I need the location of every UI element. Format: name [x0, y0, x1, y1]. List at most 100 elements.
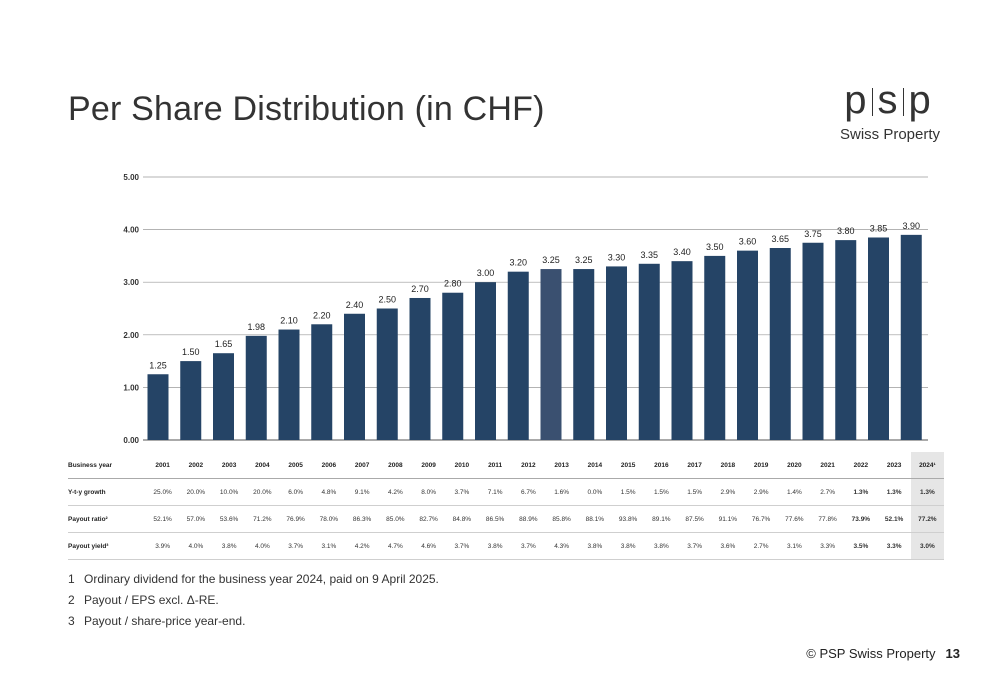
table-cell: 3.7% — [678, 532, 712, 560]
table-cell: 3.7% — [445, 478, 479, 506]
table-cell: 1.4% — [777, 478, 811, 506]
bar-2012 — [507, 271, 529, 440]
table-cell: 1.3% — [910, 478, 944, 506]
table-year-header: 2005 — [279, 452, 313, 479]
table-cell: 4.3% — [545, 532, 579, 560]
table-year-header: 2010 — [445, 452, 479, 479]
bar-value-label: 3.85 — [870, 223, 888, 233]
table-cell: 86.5% — [478, 505, 512, 533]
table-cell: 1.5% — [644, 478, 678, 506]
table-cell: 91.1% — [711, 505, 745, 533]
table-year-header: 2019 — [744, 452, 778, 479]
table-year-header: 2016 — [644, 452, 678, 479]
table-cell: 3.7% — [445, 532, 479, 560]
table-cell: 52.1% — [146, 505, 180, 533]
table-cell: 2.7% — [744, 532, 778, 560]
footnote: 3 Payout / share-price year-end. — [68, 614, 439, 628]
bar-value-label: 3.90 — [902, 221, 920, 231]
footnote-text: Payout / share-price year-end. — [84, 614, 246, 628]
table-year-header: 2017 — [678, 452, 712, 479]
bar-value-label: 3.35 — [640, 250, 658, 260]
table-cell: 3.1% — [312, 532, 346, 560]
table-cell: 7.1% — [478, 478, 512, 506]
bar-2007 — [344, 313, 365, 440]
bar-2013 — [540, 269, 562, 440]
table-cell: 8.0% — [412, 478, 446, 506]
table-year-header: 2021 — [811, 452, 845, 479]
table-cell: 88.1% — [578, 505, 612, 533]
table-row: Payout yield³ 3.9% 4.0% 3.8% 4.0% 3.7% 3.1% 4.2… — [68, 532, 944, 560]
distribution-bar-chart: 0.00 1.00 2.00 3.00 4.00 5.00 1.25 1.50 1.65 1.98… — [123, 173, 928, 445]
table-header-row: Business year 2001 2002 2003 2004 2005 2006 200… — [68, 452, 944, 479]
table-year-header: 2003 — [212, 452, 246, 479]
bar-value-label: 3.25 — [575, 255, 593, 265]
bar-2002 — [180, 361, 202, 440]
logo-subtitle: Swiss Property — [840, 126, 941, 143]
table-cell: 20.0% — [245, 478, 279, 506]
table-cell: 4.6% — [412, 532, 446, 560]
bar-2019 — [737, 250, 758, 440]
table-cell: 4.0% — [245, 532, 279, 560]
footnote-text: Ordinary dividend for the business year … — [84, 572, 439, 586]
table-cell: 4.7% — [378, 532, 412, 560]
table-cell: 3.8% — [644, 532, 678, 560]
page-number: 13 — [945, 646, 960, 661]
table-cell: 3.8% — [478, 532, 512, 560]
table-cell: 71.2% — [245, 505, 279, 533]
table-cell: 9.1% — [345, 478, 379, 506]
table-year-header: 2008 — [378, 452, 412, 479]
bar-2017 — [671, 261, 693, 440]
data-table: Business year 2001 2002 2003 2004 2005 2006 200… — [68, 452, 944, 560]
bar-value-label: 2.50 — [378, 295, 396, 305]
table-cell: 3.9% — [146, 532, 180, 560]
table-cell: 2.9% — [744, 478, 778, 506]
y-tick-label: 1.00 — [123, 383, 139, 392]
table-cell: 4.2% — [345, 532, 379, 560]
copyright: © PSP Swiss Property — [806, 646, 936, 661]
table-cell: 88.9% — [511, 505, 545, 533]
table-year-header: 2004 — [245, 452, 279, 479]
table-cell: 3.8% — [611, 532, 645, 560]
table-cell: 3.7% — [279, 532, 313, 560]
bar-2011 — [475, 282, 496, 440]
table-cell: 3.0% — [910, 532, 944, 560]
table-cell: 85.8% — [545, 505, 579, 533]
table-cell: 3.8% — [212, 532, 246, 560]
table-cell: 3.8% — [578, 532, 612, 560]
footnote-number: 1 — [68, 572, 75, 586]
footnote-text: Payout / EPS excl. Δ-RE. — [84, 593, 219, 607]
logo-separator — [871, 88, 873, 116]
table-row-label: Payout yield³ — [68, 532, 146, 560]
table-cell: 3.7% — [511, 532, 545, 560]
bar-value-label: 3.30 — [608, 252, 626, 262]
table-cell: 76.7% — [744, 505, 778, 533]
table-year-header: 2002 — [179, 452, 213, 479]
table-cell: 1.6% — [545, 478, 579, 506]
bar-2016 — [638, 263, 660, 440]
bar-value-label: 2.80 — [444, 279, 462, 289]
table-cell: 25.0% — [146, 478, 180, 506]
bar-value-label: 3.80 — [837, 226, 855, 236]
table-cell: 85.0% — [378, 505, 412, 533]
table-header-label: Business year — [68, 452, 146, 479]
bar-2005 — [278, 329, 300, 440]
footnote: 1 Ordinary dividend for the business year… — [68, 572, 439, 586]
logo-letter-s: s — [877, 78, 898, 122]
bar-2021 — [802, 242, 824, 440]
table-cell: 77.8% — [811, 505, 845, 533]
table-cell: 78.0% — [312, 505, 346, 533]
table-year-header: 2009 — [412, 452, 446, 479]
table-cell: 0.0% — [578, 478, 612, 506]
table-cell: 3.1% — [777, 532, 811, 560]
table-cell: 53.6% — [212, 505, 246, 533]
table-cell: 2.9% — [711, 478, 745, 506]
table-cell: 82.7% — [412, 505, 446, 533]
footnote: 2 Payout / EPS excl. Δ-RE. — [68, 593, 439, 607]
table-cell: 6.7% — [511, 478, 545, 506]
table-cell: 10.0% — [212, 478, 246, 506]
table-cell: 73.9% — [844, 505, 878, 533]
table-year-header: 2006 — [312, 452, 346, 479]
bar-2003 — [213, 353, 234, 440]
